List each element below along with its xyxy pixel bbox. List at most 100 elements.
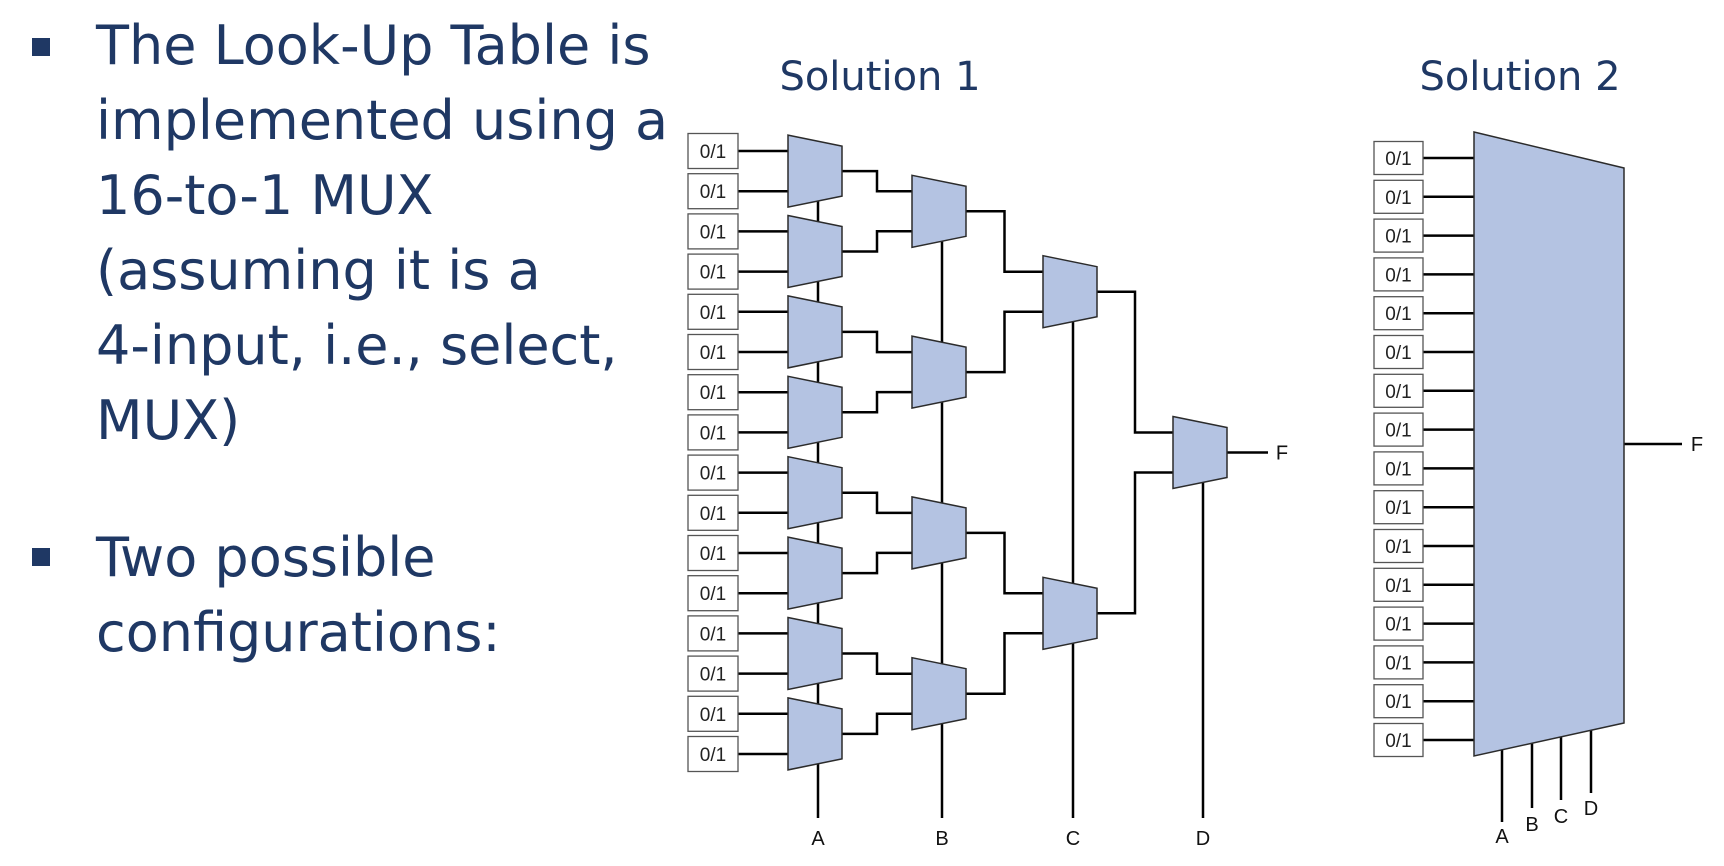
lut-cell [687,213,739,250]
lut-cell [687,615,739,652]
lut-cell [1373,606,1424,641]
lut-cell [687,132,739,170]
lut-cell-label: 0/1 [1385,343,1411,364]
lut-cell [687,414,739,451]
lut-cell-label: 0/1 [700,142,726,163]
output-label-f: F [1276,443,1288,465]
lut-cell [1373,490,1424,525]
bullet-line: 4-input, i.e., select, [96,314,618,377]
mux-2to1 [1042,254,1098,329]
lut-cell-label: 0/1 [1385,188,1411,209]
select-label-b: B [935,828,948,850]
mux-link-wire [842,551,912,575]
mux-2to1 [787,455,843,530]
select-label-d: D [1584,798,1598,820]
lut-cell-label: 0/1 [700,745,726,766]
output-label-f: F [1691,434,1703,456]
bullet-line: 16-to-1 MUX [96,164,434,227]
lut-cell-label: 0/1 [1385,459,1411,480]
mux-2to1 [911,656,967,731]
lut-cell-label: 0/1 [1385,615,1411,636]
solution2-title: Solution 2 [1419,54,1620,100]
lut-cell-label: 0/1 [1385,692,1411,713]
lut-cell-label: 0/1 [1385,731,1411,752]
lut-cell [1373,528,1424,564]
mux-2to1 [787,536,843,611]
lut-cells: 0/1 0/1 0/1 0/1 0/1 0/1 0/1 0/1 0/1 0/1 0/1 0/1 0/1 0… [687,132,1424,773]
lut-cell-label: 0/1 [700,383,726,404]
mux-link-wire [966,210,1043,273]
lut-cell-label: 0/1 [700,263,726,284]
mux-link-wire [842,169,912,193]
mux-link-wire [842,330,912,354]
mux-2to1 [787,134,843,209]
mux-2to1 [787,375,843,450]
mux-2to1 [787,616,843,691]
mux-2to1 [1172,415,1228,490]
lut-cell [1373,257,1424,292]
lut-cell [687,173,739,210]
lut-cell [1373,451,1424,486]
mux-link-wire [842,712,912,736]
lut-cell [1373,334,1424,370]
lut-cell-label: 0/1 [1385,653,1411,674]
lut-cell-label: 0/1 [1385,304,1411,325]
lut-cell-label: 0/1 [700,705,726,726]
mux-2to1 [911,174,967,249]
mux-link-wire [966,310,1043,374]
lut-cell [1373,722,1424,758]
select-label-a: A [1495,826,1509,848]
select-label-d: D [1196,828,1210,850]
mux-2to1 [787,696,843,771]
mux-link-wire [842,390,912,414]
lut-cell [687,695,739,732]
lut-cell [687,655,739,692]
mux-link-wire [1097,471,1173,615]
lut-cell [1373,218,1424,253]
lut-cell-label: 0/1 [1385,382,1411,403]
bullet-line: (assuming it is a [96,239,541,302]
lut-cell-label: 0/1 [700,182,726,203]
mux-16to1 [1473,131,1625,757]
lut-cell [1373,645,1424,680]
select-label-b: B [1525,814,1538,836]
lut-cell [1373,140,1424,176]
lut-cell-label: 0/1 [1385,227,1411,248]
mux-link-wire [966,531,1043,595]
bullet-text-configurations: Two possible configurations: [96,520,676,670]
bullet-marker [32,38,50,56]
lut-cell [1373,567,1424,602]
bullet-line: configurations: [96,601,501,664]
mux-2to1 [787,214,843,289]
mux-2to1 [911,495,967,570]
lut-cell-label: 0/1 [700,303,726,324]
lut-cell [687,735,739,773]
lut-cell-label: 0/1 [700,665,726,686]
lut-cell-label: 0/1 [700,343,726,364]
solution1-title: Solution 1 [779,54,980,100]
lut-cell-label: 0/1 [700,222,726,243]
lut-cell-label: 0/1 [1385,265,1411,286]
lut-cell [687,374,739,411]
bullet-marker [32,548,50,566]
mux-2to1 [787,294,843,369]
lut-cell [687,333,739,371]
mux-blocks [787,131,1625,771]
mux-2to1 [911,335,967,410]
lut-cell [687,494,739,531]
bullet-text-lut: The Look-Up Table is implemented using a… [96,8,676,458]
mux-link-wire [842,652,912,675]
lut-cell [687,293,739,330]
lut-cell-label: 0/1 [700,544,726,565]
mux-link-wire [842,230,912,253]
lut-cell [687,253,739,290]
lut-cell [1373,179,1424,214]
lut-cell-label: 0/1 [700,624,726,645]
lut-cell [1373,684,1424,719]
lut-cell [687,575,739,612]
lut-cell [1373,296,1424,331]
bullet-line: MUX) [96,389,241,452]
lut-cell-label: 0/1 [700,584,726,605]
